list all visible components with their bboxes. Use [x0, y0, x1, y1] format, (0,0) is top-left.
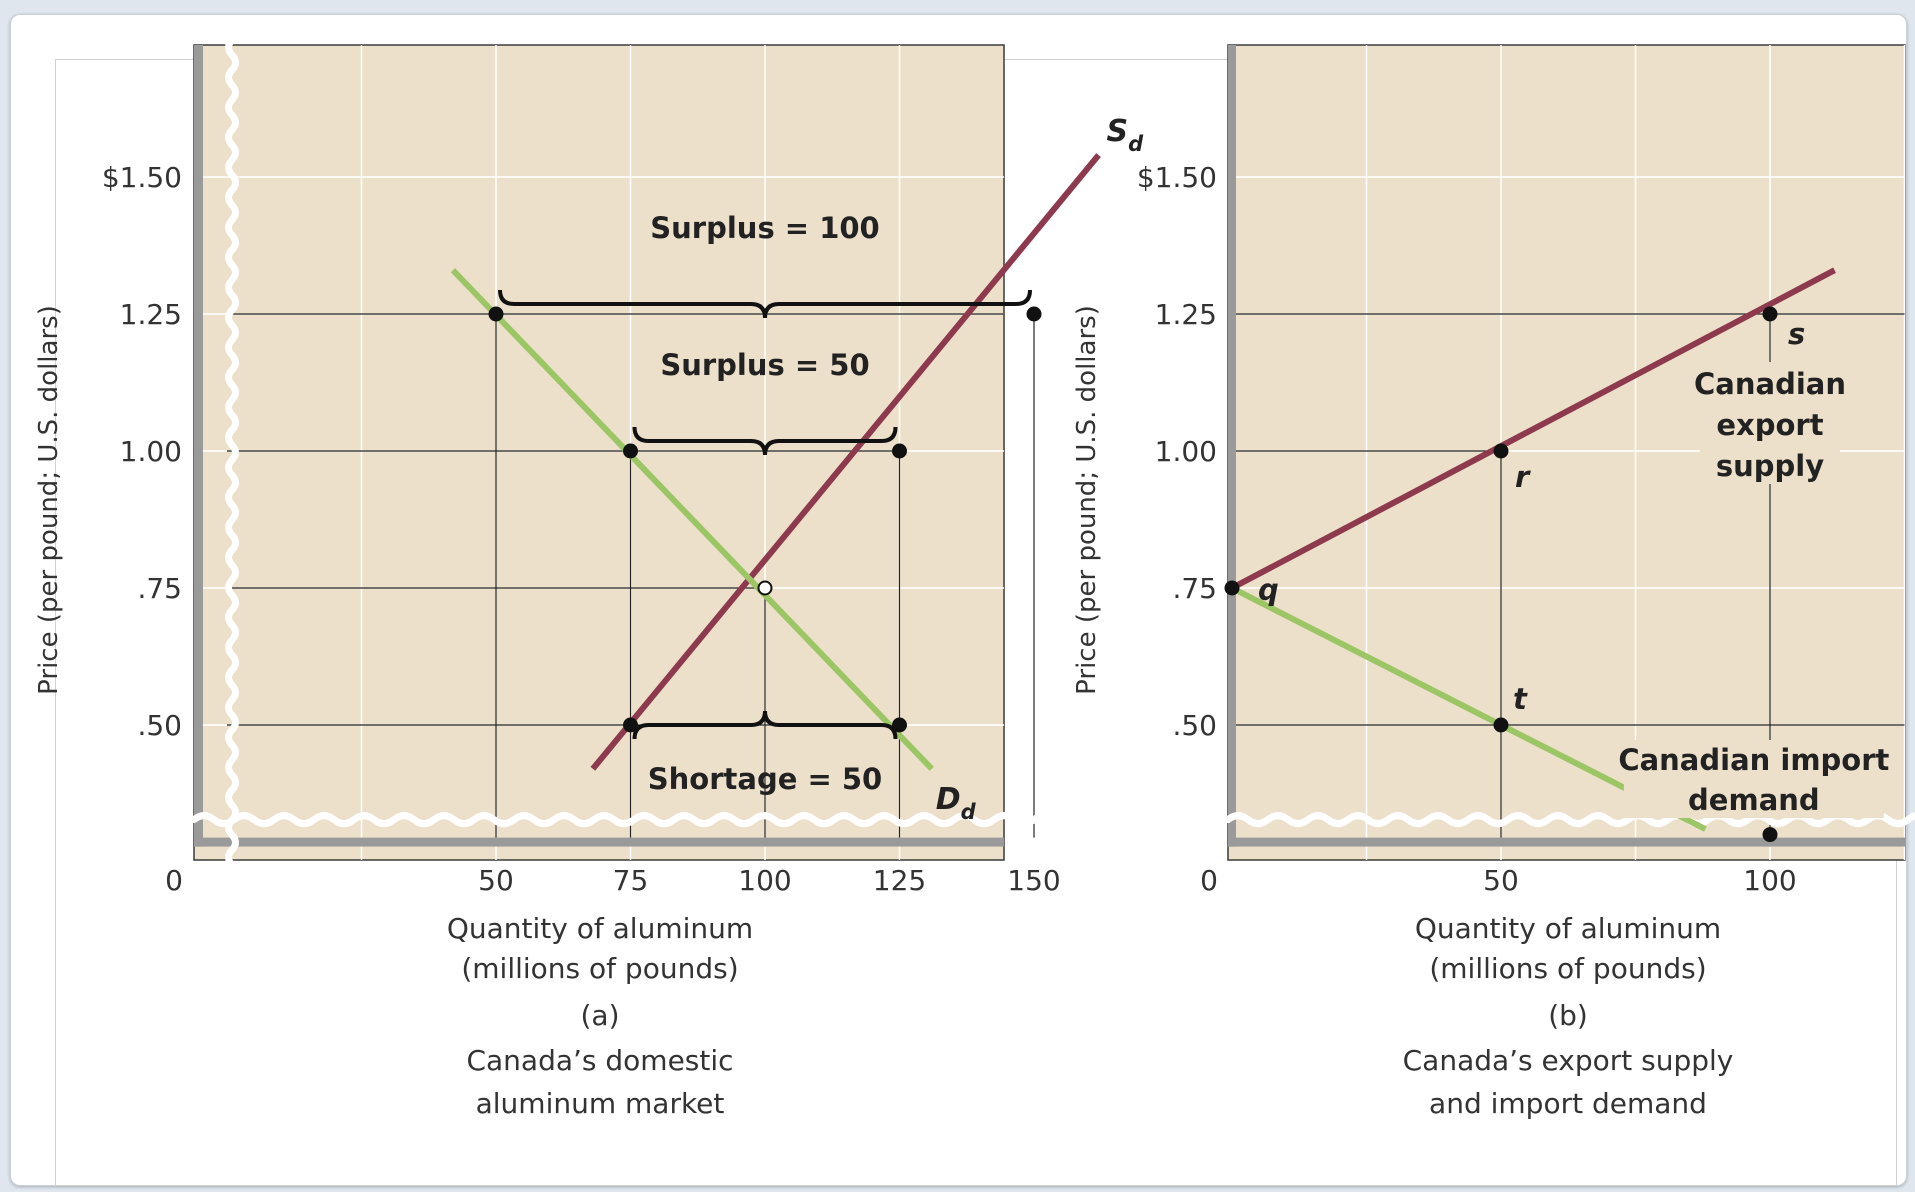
panel-a-brace-1: [632, 426, 898, 456]
panel-a-y-tick-label: .50: [137, 709, 182, 742]
panel-a-brace-0: [498, 289, 1032, 319]
panel-a-supply-label: Sd: [1107, 114, 1145, 156]
panel-b-y-axis: [1228, 45, 1236, 847]
panel-b-point-label-q: q: [1258, 573, 1279, 607]
panel-a-x-tick-label: 75: [613, 864, 649, 897]
panel-b-supply-label-line1: export: [1716, 408, 1823, 442]
panel-b-origin-label: 0: [1200, 864, 1218, 897]
panel-b-y-axis-label: Price (per pound; U.S. dollars): [1072, 305, 1102, 695]
panel-a-series-1-line: [450, 268, 934, 771]
panel-a-x-tick-label: 125: [873, 864, 926, 897]
panel-a-demand-label-main: D: [936, 782, 961, 817]
panel-a-x-tick-label: 50: [478, 864, 514, 897]
panel-b-y-tick-label: 1.00: [1155, 435, 1217, 468]
panel-b-point-1: [1493, 443, 1509, 459]
panel-a-series-0-line: [590, 153, 1101, 771]
panel-b-supply-label-line2: supply: [1716, 449, 1824, 483]
panel-a-point-4: [623, 717, 638, 733]
panel-b-point-0: [1224, 580, 1240, 596]
panel-a-point-0: [488, 306, 504, 322]
panel-b-supply-label-bg: [1700, 362, 1840, 484]
panel-a-demand-label-sub: d: [961, 800, 977, 824]
panel-a-x-axis-label-line1: Quantity of aluminum: [447, 912, 753, 945]
panel-a-y-axis: [194, 45, 203, 847]
panel-a-point-5: [892, 717, 907, 733]
panel-b: .50 .75 1.00 1.25 $1.50 0 50 100 Price (per poun…: [1072, 44, 1915, 1120]
panel-a-point-3: [892, 443, 907, 459]
panel-a-panel-label: (a): [580, 999, 619, 1032]
panel-a-point-2: [623, 443, 638, 459]
panel-b-x-axis: [1228, 837, 1905, 847]
panel-b-demand-label-line1: demand: [1688, 783, 1820, 817]
panel-a-y-tick-label: 1.00: [120, 435, 182, 468]
panel-b-point-label-r: r: [1515, 460, 1531, 494]
panel-b-x-axis-label-line1: Quantity of aluminum: [1415, 912, 1721, 945]
panel-a-y-tick-label: .75: [137, 572, 182, 605]
panel-b-axis-break: [1224, 812, 1915, 828]
panel-b-caption-line2: and import demand: [1429, 1087, 1707, 1120]
panel-a-brace-label-0: Surplus = 100: [650, 211, 879, 245]
panel-b-point-label-t: t: [1513, 682, 1528, 716]
panel-a-y-tick-label: $1.50: [102, 161, 182, 194]
panel-b-point-4: [1762, 827, 1778, 843]
panel-a-caption-line2: aluminum market: [476, 1087, 725, 1120]
panel-b-point-label-s: s: [1788, 317, 1805, 351]
panel-a-brace-2: [632, 710, 898, 740]
panel-a-demand-label: Dd: [936, 782, 977, 824]
panel-a-x-tick-label: 150: [1007, 864, 1060, 897]
panel-b-y-tick-label: $1.50: [1137, 161, 1217, 194]
panel-b-y-tick-label: .50: [1172, 709, 1217, 742]
panel-a-axis-break: [190, 812, 1078, 828]
panel-a-y-axis-label: Price (per pound; U.S. dollars): [34, 305, 64, 695]
panel-a-x-axis-label-line2: (millions of pounds): [461, 952, 738, 985]
panel-a-supply-label-sub: d: [1128, 132, 1144, 156]
panel-a: Surplus = 100 Surplus = 50 Shortage = 50 .5…: [34, 36, 1145, 1120]
panel-a-x-axis: [194, 837, 1004, 847]
panel-a-brace-label-2: Shortage = 50: [648, 762, 882, 796]
panel-b-x-tick-label: 50: [1483, 864, 1519, 897]
panel-a-origin-label: 0: [165, 864, 183, 897]
panel-a-y-tick-label: 1.25: [120, 298, 182, 331]
panel-a-point-1: [1026, 306, 1042, 322]
panel-b-point-3: [1493, 717, 1509, 733]
panel-a-plot-area: [193, 44, 1005, 861]
panel-b-series-0-line: [1230, 267, 1836, 591]
panel-b-caption-line1: Canada’s export supply: [1403, 1044, 1734, 1077]
panel-b-x-tick-label: 100: [1743, 864, 1796, 897]
panel-a-open-point-0: [757, 580, 773, 596]
panel-b-panel-label: (b): [1548, 999, 1588, 1032]
panel-b-supply-label-line0: Canadian: [1694, 367, 1846, 401]
panel-b-demand-label-line0: Canadian import: [1618, 743, 1889, 777]
panel-b-demand-label-bg: [1623, 740, 1884, 818]
panel-a-x-tick-label: 100: [738, 864, 791, 897]
panel-a-y-axis-break: [225, 36, 239, 884]
panel-a-brace-label-1: Surplus = 50: [660, 348, 869, 382]
panel-a-supply-label-main: S: [1107, 114, 1129, 149]
panel-b-x-axis-label-line2: (millions of pounds): [1429, 952, 1706, 985]
panel-b-point-2: [1762, 306, 1778, 322]
panel-a-caption-line1: Canada’s domestic: [466, 1044, 733, 1077]
panel-b-y-tick-label: .75: [1172, 572, 1217, 605]
panel-b-y-tick-label: 1.25: [1155, 298, 1217, 331]
